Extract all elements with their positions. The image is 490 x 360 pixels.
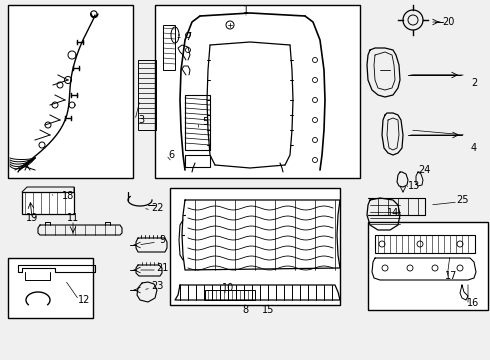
Text: 19: 19 — [26, 213, 38, 223]
Bar — [375, 235, 475, 253]
Bar — [8, 5, 133, 178]
Text: 17: 17 — [445, 271, 457, 281]
Text: 3: 3 — [138, 115, 144, 125]
Bar — [185, 155, 210, 167]
Bar — [163, 25, 175, 70]
Text: 21: 21 — [156, 263, 168, 273]
Text: 2: 2 — [471, 78, 477, 88]
Text: 13: 13 — [408, 181, 420, 191]
Bar — [205, 290, 255, 300]
Text: 22: 22 — [151, 203, 163, 213]
Text: 5: 5 — [202, 117, 208, 127]
Text: 10: 10 — [222, 283, 234, 293]
Text: 23: 23 — [151, 281, 163, 291]
Text: 16: 16 — [467, 298, 479, 308]
Text: 11: 11 — [67, 213, 79, 223]
Bar — [185, 95, 210, 150]
Bar — [155, 5, 360, 178]
Bar — [138, 60, 156, 130]
Text: 9: 9 — [159, 235, 165, 245]
Text: 20: 20 — [442, 17, 454, 27]
Text: 1: 1 — [243, 5, 249, 15]
Text: 12: 12 — [78, 295, 90, 305]
Text: 15: 15 — [262, 305, 274, 315]
Bar — [22, 192, 74, 214]
Text: 18: 18 — [62, 191, 74, 201]
Text: 4: 4 — [471, 143, 477, 153]
Bar — [368, 222, 488, 310]
Text: 8: 8 — [242, 305, 248, 315]
Bar — [8, 258, 93, 318]
Text: 25: 25 — [456, 195, 468, 205]
Bar — [170, 188, 340, 305]
Text: 24: 24 — [418, 165, 430, 175]
Text: 14: 14 — [387, 208, 399, 218]
Text: 6: 6 — [168, 150, 174, 160]
Text: 7: 7 — [185, 32, 191, 42]
